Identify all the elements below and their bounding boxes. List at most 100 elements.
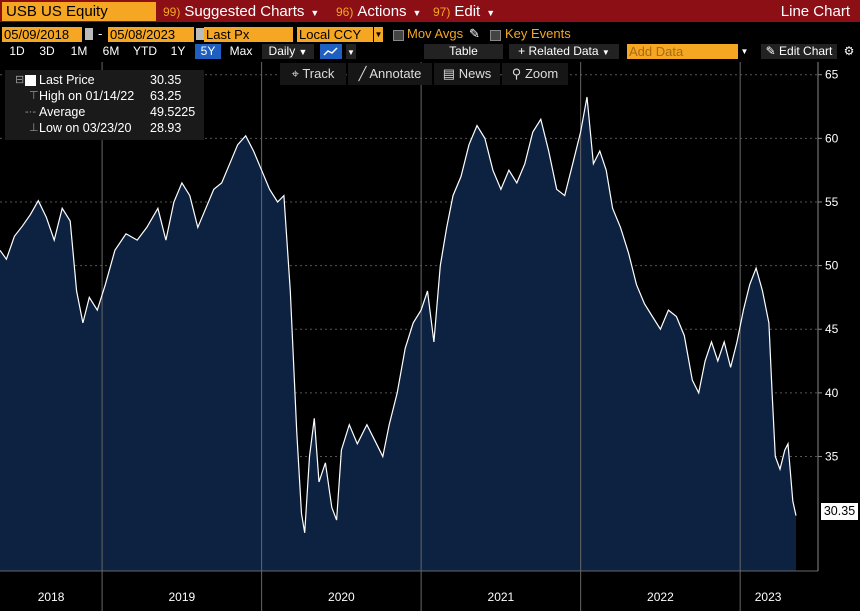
pencil-icon[interactable]: ✎ <box>469 26 480 41</box>
low-marker-icon: ⊥ <box>29 122 39 134</box>
magnifier-icon: ⚲ <box>511 66 522 81</box>
annotate-label: Annotate <box>369 66 422 81</box>
range-max[interactable]: Max <box>229 44 253 58</box>
caret-down-icon: ▼ <box>298 47 308 57</box>
collapse-icon[interactable]: ⊟ <box>15 74 25 86</box>
caret-down-icon: ▼ <box>412 8 422 18</box>
legend-last-label: Last Price <box>39 73 95 87</box>
calendar-icon[interactable] <box>196 28 204 40</box>
caret-down-icon: ▼ <box>486 8 496 18</box>
x-tick-label: 2021 <box>488 590 515 604</box>
legend-last-value: 30.35 <box>150 73 182 87</box>
chevron-down-icon[interactable]: ▼ <box>374 27 383 42</box>
mov-avgs-label[interactable]: Mov Avgs <box>407 26 464 41</box>
suggested-charts-menu[interactable]: 99) Suggested Charts ▼ <box>163 2 319 21</box>
line-chart-glyph <box>323 47 338 56</box>
menu-label: Suggested Charts <box>184 3 305 20</box>
caret-down-icon[interactable]: ▼ <box>740 44 749 59</box>
x-tick-label: 2020 <box>328 590 355 604</box>
line-chart-icon[interactable] <box>320 44 342 59</box>
average-marker-icon: -·- <box>25 106 36 118</box>
menu-label: Edit <box>454 3 481 20</box>
menu-number: 96) <box>336 5 354 19</box>
date-separator: - <box>98 26 103 41</box>
ticker-field[interactable]: USB US Equity <box>2 2 156 21</box>
legend-high-label: High on 01/14/22 <box>39 89 135 103</box>
legend-low-value: 28.93 <box>150 121 182 135</box>
related-data-button[interactable]: + Related Data ▼ <box>509 44 619 59</box>
price-field-select[interactable]: Last Px <box>204 27 293 42</box>
gear-icon[interactable]: ⚙ <box>840 44 858 59</box>
legend-low: ⊥ Low on 03/23/20 28.93 <box>5 120 204 136</box>
menu-number: 97) <box>433 5 451 19</box>
range-6m[interactable]: 6M <box>102 44 120 58</box>
calendar-icon[interactable] <box>85 28 93 40</box>
range-5y[interactable]: 5Y <box>195 44 221 59</box>
caret-down-icon[interactable]: ▼ <box>346 44 356 59</box>
pencil-icon: ✎ <box>765 44 776 58</box>
menu-label: Actions <box>357 3 407 20</box>
mov-avgs-checkbox[interactable] <box>393 30 404 41</box>
key-events-checkbox[interactable] <box>490 30 501 41</box>
track-button[interactable]: ⌖ Track <box>280 63 346 85</box>
edit-chart-button[interactable]: ✎ Edit Chart <box>761 44 837 59</box>
legend-average-value: 49.5225 <box>150 105 196 119</box>
header-bar <box>0 0 860 22</box>
caret-down-icon: ▼ <box>310 8 320 18</box>
range-1m[interactable]: 1M <box>70 44 88 58</box>
zoom-button[interactable]: ⚲ Zoom <box>502 63 568 85</box>
x-axis-ticks: 2018 2019 2020 2021 2022 2023 <box>38 590 782 604</box>
y-tick-label: 50 <box>825 259 839 273</box>
caret-down-icon: ▼ <box>601 48 610 57</box>
legend-low-label: Low on 03/23/20 <box>39 121 132 135</box>
y-tick-label: 65 <box>825 68 839 82</box>
related-data-label: + Related Data <box>518 44 599 58</box>
y-tick-label: 40 <box>825 386 839 400</box>
legend-last-price[interactable]: ⊟ Last Price 30.35 <box>5 72 204 88</box>
actions-menu[interactable]: 96) Actions ▼ <box>336 2 421 21</box>
price-area <box>0 97 796 571</box>
y-axis-ticks: 35 40 45 50 55 60 65 <box>817 62 839 571</box>
news-label: News <box>458 66 492 81</box>
legend-average-label: Average <box>39 105 86 119</box>
legend-high: ⊤ High on 01/14/22 63.25 <box>5 88 204 104</box>
add-data-input[interactable]: Add Data <box>627 44 738 59</box>
high-marker-icon: ⊤ <box>29 90 39 102</box>
table-button[interactable]: Table <box>424 44 503 59</box>
currency-select[interactable]: Local CCY <box>297 27 373 42</box>
edit-chart-label: Edit Chart <box>779 44 833 58</box>
y-tick-label: 55 <box>825 195 839 209</box>
legend-high-value: 63.25 <box>150 89 182 103</box>
news-icon: ▤ <box>442 66 456 81</box>
series-swatch <box>25 75 36 86</box>
y-tick-label: 35 <box>825 449 839 463</box>
chart-type-label: Line Chart <box>780 3 850 20</box>
annotate-button[interactable]: ╱ Annotate <box>348 63 432 85</box>
zoom-label: Zoom <box>524 66 559 81</box>
last-price-tag: 30.35 <box>821 503 858 520</box>
x-tick-label: 2022 <box>647 590 674 604</box>
key-events-label[interactable]: Key Events <box>505 26 571 41</box>
x-tick-label: 2023 <box>755 590 782 604</box>
range-1d[interactable]: 1D <box>9 44 25 58</box>
range-ytd[interactable]: YTD <box>133 44 157 58</box>
line-tool-icon: ╱ <box>358 66 367 81</box>
x-tick-label: 2018 <box>38 590 65 604</box>
range-1y[interactable]: 1Y <box>170 44 186 58</box>
edit-menu[interactable]: 97) Edit ▼ <box>433 2 495 21</box>
news-button[interactable]: ▤ News <box>434 63 500 85</box>
start-date-field[interactable]: 05/09/2018 <box>2 27 82 42</box>
year-dividers <box>0 62 818 611</box>
chart-legend: ⊟ Last Price 30.35 ⊤ High on 01/14/22 63… <box>5 70 204 140</box>
frequency-select[interactable]: Daily ▼ <box>262 44 314 59</box>
x-tick-label: 2019 <box>169 590 196 604</box>
range-3d[interactable]: 3D <box>39 44 55 58</box>
crosshair-icon: ⌖ <box>291 66 299 81</box>
menu-number: 99) <box>163 5 181 19</box>
y-tick-label: 45 <box>825 322 839 336</box>
end-date-field[interactable]: 05/08/2023 <box>108 27 194 42</box>
frequency-label: Daily <box>268 44 296 58</box>
y-tick-label: 60 <box>825 131 839 145</box>
price-line <box>0 96 797 533</box>
